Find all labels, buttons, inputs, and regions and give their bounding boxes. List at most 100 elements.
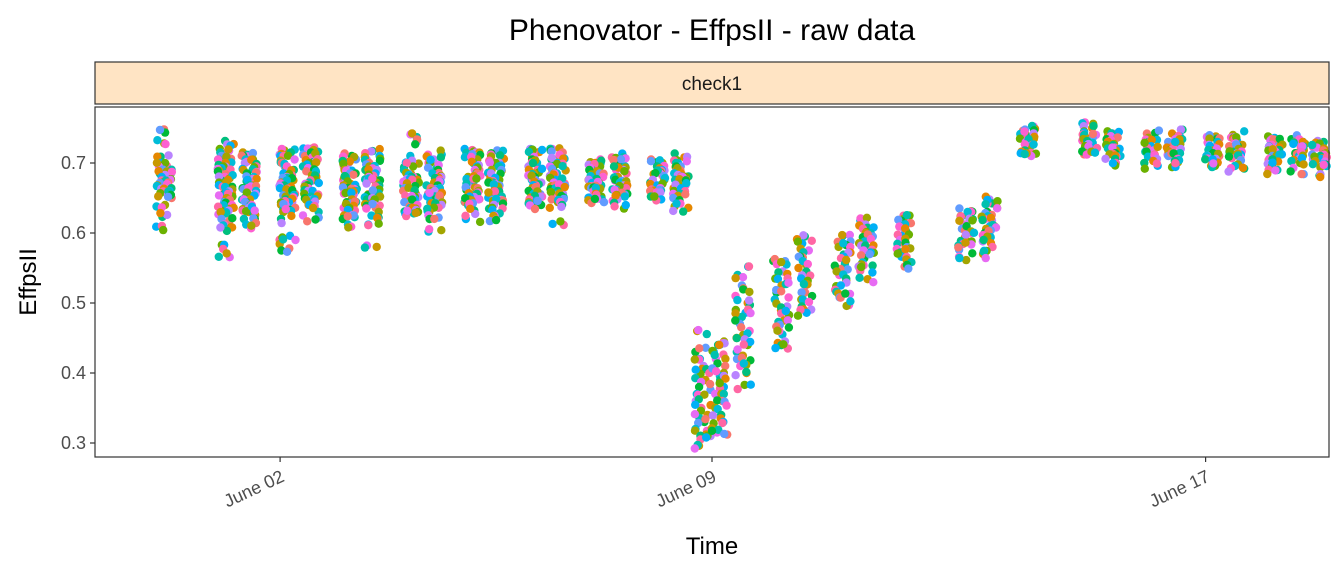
data-point (222, 152, 231, 161)
data-point (702, 329, 711, 339)
data-point (408, 162, 418, 171)
data-point (955, 216, 964, 225)
data-point (731, 273, 740, 283)
data-point (298, 211, 308, 220)
data-point (407, 129, 417, 138)
data-point (460, 153, 470, 162)
data-point (560, 182, 569, 192)
data-point (969, 228, 979, 237)
data-point (620, 192, 629, 201)
data-point (746, 380, 755, 389)
data-point (1289, 139, 1298, 149)
data-point (708, 411, 718, 420)
data-point (312, 158, 321, 167)
data-point (375, 156, 385, 165)
data-point (784, 323, 794, 332)
data-point (868, 268, 877, 277)
data-point (714, 425, 723, 434)
data-point (690, 444, 699, 453)
data-point (672, 199, 681, 208)
data-point (437, 226, 446, 235)
data-point (669, 206, 678, 216)
data-point (702, 433, 711, 442)
data-point (1319, 160, 1328, 170)
data-point (682, 179, 691, 188)
data-point (430, 214, 439, 224)
data-point (722, 401, 731, 410)
data-point (954, 243, 963, 252)
data-point (715, 379, 724, 388)
data-point (590, 194, 600, 204)
data-point (411, 208, 421, 218)
data-point (832, 267, 841, 276)
x-axis-title: Time (686, 533, 738, 560)
data-point (690, 355, 699, 364)
y-tick-label: 0.5 (61, 293, 86, 313)
data-point (1020, 140, 1029, 149)
data-point (955, 253, 964, 263)
data-point (1275, 150, 1284, 159)
data-point (981, 200, 990, 209)
data-point (701, 343, 710, 352)
data-point (161, 139, 170, 149)
data-point (781, 306, 790, 316)
data-point (609, 155, 618, 165)
data-point (1020, 149, 1029, 159)
data-point (1147, 135, 1156, 145)
data-point (783, 316, 792, 325)
data-point (1209, 159, 1218, 168)
data-point (153, 136, 162, 145)
data-point (694, 382, 704, 392)
data-point (252, 174, 261, 184)
data-point (963, 207, 972, 217)
data-point (495, 151, 505, 160)
data-point (489, 180, 498, 189)
data-point (731, 309, 740, 318)
data-point (679, 207, 688, 216)
data-point (364, 221, 373, 230)
data-point (1029, 140, 1038, 149)
data-point (845, 230, 854, 240)
data-point (436, 153, 446, 162)
data-point (291, 235, 300, 245)
data-point (490, 187, 500, 196)
data-point (222, 249, 231, 258)
data-point (656, 188, 665, 197)
y-axis: 0.3 0.4 0.5 0.6 0.7 (61, 153, 95, 453)
data-point (1090, 148, 1100, 157)
data-point (711, 389, 720, 399)
data-point (162, 210, 172, 220)
data-point (731, 316, 740, 325)
data-point (773, 274, 783, 284)
data-point (160, 158, 170, 168)
data-point (1308, 160, 1318, 169)
data-point (784, 278, 793, 287)
data-point (277, 218, 286, 228)
data-point (865, 250, 874, 259)
data-point (1238, 163, 1248, 172)
data-point (777, 257, 786, 267)
data-point (1299, 160, 1308, 169)
data-point (1140, 164, 1150, 173)
data-point (374, 219, 383, 228)
data-point (537, 164, 547, 173)
data-point (807, 236, 816, 245)
data-point (275, 184, 285, 193)
data-point (690, 410, 700, 419)
facet-label: check1 (682, 74, 742, 95)
data-point (1176, 125, 1186, 134)
data-point (799, 231, 808, 240)
data-point (733, 345, 742, 354)
data-point (408, 195, 417, 204)
data-point (777, 287, 786, 296)
data-point (986, 213, 996, 223)
data-point (287, 211, 296, 221)
data-point (314, 178, 323, 188)
data-point (290, 155, 299, 164)
data-point (720, 429, 729, 439)
data-point (1171, 137, 1180, 147)
data-point (344, 223, 353, 232)
data-point (1268, 145, 1277, 154)
data-point (1020, 127, 1029, 136)
data-point (224, 145, 233, 154)
